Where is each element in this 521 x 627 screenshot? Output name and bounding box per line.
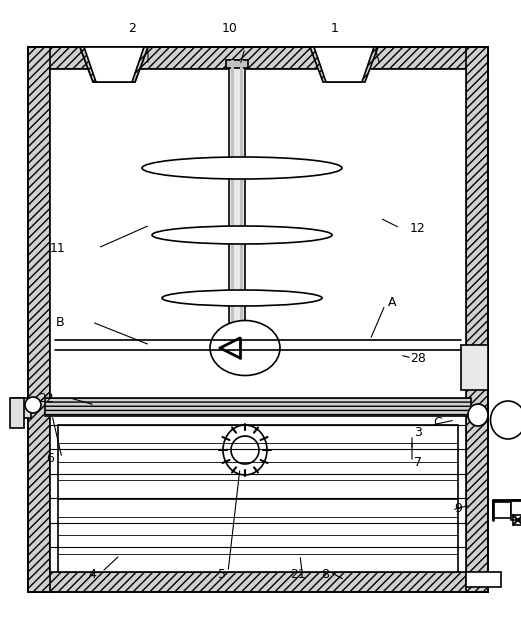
- Polygon shape: [314, 47, 374, 82]
- Bar: [10, 398, 24, 428]
- Bar: [50, 400, 466, 572]
- Text: 1: 1: [331, 21, 339, 34]
- Text: 11: 11: [50, 241, 66, 255]
- Bar: [466, 572, 501, 587]
- Bar: [28, 570, 488, 592]
- Ellipse shape: [223, 425, 267, 475]
- Ellipse shape: [210, 320, 280, 376]
- Bar: [28, 47, 488, 69]
- Ellipse shape: [142, 157, 342, 179]
- Bar: [511, 500, 521, 520]
- Bar: [231, 60, 234, 360]
- Text: B: B: [56, 315, 64, 329]
- Bar: [466, 47, 488, 592]
- Text: 21: 21: [290, 569, 306, 581]
- Bar: [45, 398, 471, 416]
- Bar: [50, 69, 466, 570]
- Text: 9: 9: [454, 502, 462, 515]
- Bar: [13, 398, 31, 418]
- Text: 8: 8: [321, 569, 329, 581]
- Text: 6: 6: [46, 451, 54, 465]
- Ellipse shape: [162, 290, 322, 306]
- Polygon shape: [80, 47, 148, 82]
- Polygon shape: [80, 47, 148, 82]
- Text: 22: 22: [38, 391, 54, 404]
- Bar: [28, 47, 50, 592]
- Bar: [461, 345, 488, 390]
- Text: 2: 2: [128, 21, 136, 34]
- Text: 4: 4: [88, 569, 96, 581]
- Circle shape: [25, 397, 41, 413]
- Bar: [493, 502, 511, 518]
- Text: 3: 3: [414, 426, 422, 438]
- Polygon shape: [310, 47, 378, 82]
- Text: 5: 5: [218, 569, 226, 581]
- Bar: [226, 60, 248, 68]
- Text: 10: 10: [222, 21, 238, 34]
- Ellipse shape: [152, 226, 332, 244]
- Text: C: C: [433, 416, 442, 428]
- Bar: [58, 425, 458, 572]
- Ellipse shape: [468, 404, 488, 426]
- Bar: [240, 60, 243, 360]
- Bar: [513, 515, 521, 525]
- Text: 7: 7: [414, 455, 422, 468]
- Text: 12: 12: [410, 221, 426, 234]
- Polygon shape: [84, 47, 144, 82]
- Bar: [229, 60, 245, 360]
- Circle shape: [231, 436, 259, 464]
- Text: A: A: [388, 295, 396, 308]
- Bar: [28, 47, 488, 592]
- Text: 28: 28: [410, 352, 426, 364]
- Ellipse shape: [490, 401, 521, 439]
